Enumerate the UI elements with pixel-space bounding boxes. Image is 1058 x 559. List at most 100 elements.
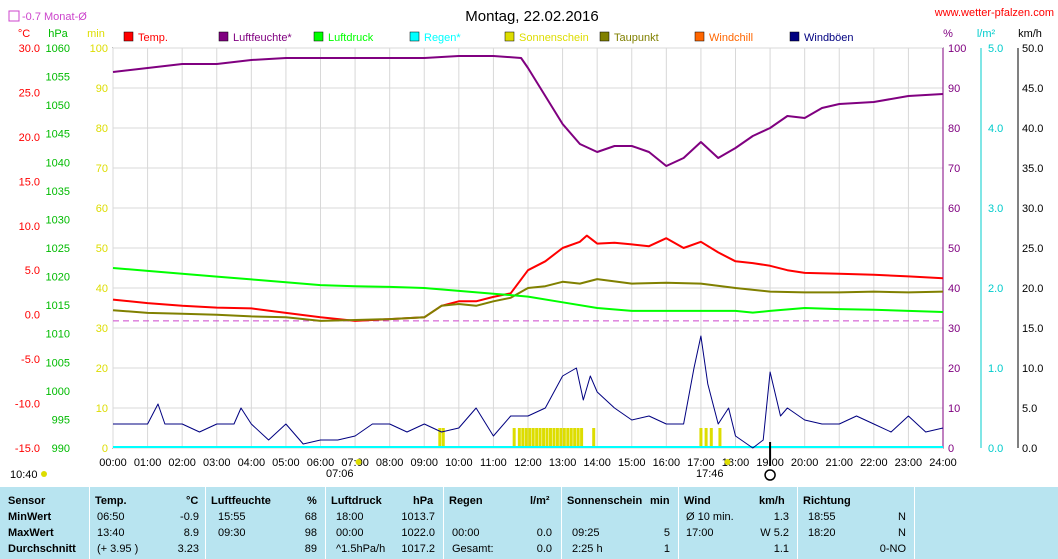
stats-cell: 17:00 <box>686 527 714 539</box>
sunshine-bar <box>576 428 580 448</box>
series-line <box>112 55 944 167</box>
axis-tick-label-pressure: 1030 <box>46 214 70 226</box>
axis-tick-label-sunshine: 90 <box>96 83 108 95</box>
x-tick-label: 11:00 <box>480 457 507 469</box>
axis-tick-label-pressure: 1005 <box>46 357 70 369</box>
axis-tick-label-rain: 4.0 <box>988 123 1003 135</box>
series-line <box>112 278 944 322</box>
axis-tick-label-wind: 10.0 <box>1022 363 1043 375</box>
x-tick-label: 24:00 <box>929 457 957 469</box>
legend-label: Sonnenschein <box>519 32 589 44</box>
axis-tick-label-pressure: 1055 <box>46 72 70 84</box>
stats-header-press-unit: hPa <box>413 495 434 507</box>
stats-cell: 3.23 <box>177 543 199 555</box>
series-line <box>112 234 944 322</box>
axis-tick-label-sunshine: 20 <box>96 363 108 375</box>
site-url: www.wetter-pfalzen.com <box>934 7 1054 19</box>
series-line <box>112 267 944 314</box>
stats-header-press: Luftdruck <box>331 495 382 507</box>
stats-cell: 18:00 <box>336 511 364 523</box>
stats-cell: N <box>898 511 906 523</box>
x-tick-label: 09:00 <box>410 457 438 469</box>
axis-tick-label-wind: 25.0 <box>1022 243 1043 255</box>
x-tick-label: 08:00 <box>376 457 404 469</box>
sunshine-bar <box>552 428 556 448</box>
legend-swatch <box>313 31 324 42</box>
legend-swatch <box>409 31 420 42</box>
legend-label: Windchill <box>709 32 753 44</box>
axis-tick-label-humidity: 60 <box>948 203 960 215</box>
stats-cell: 1.1 <box>773 543 789 555</box>
stats-cell: (+ 3.95 ) <box>97 543 139 555</box>
stats-header-rain: Regen <box>449 495 483 507</box>
stats-cell: 1017.2 <box>401 543 435 555</box>
now-marker-circle <box>764 469 776 481</box>
stats-cell: 0.0 <box>536 543 552 555</box>
x-tick-label: 15:00 <box>618 457 646 469</box>
axis-tick-label-wind: 40.0 <box>1022 123 1043 135</box>
axis-tick-label-humidity: 80 <box>948 123 960 135</box>
axis-tick-label-wind: 45.0 <box>1022 83 1043 95</box>
axis-tick-label-wind: 30.0 <box>1022 203 1043 215</box>
axis-unit-temp: °C <box>18 28 30 40</box>
stats-cell: 13:40 <box>97 527 125 539</box>
stats-cell: Ø 10 min. <box>686 511 734 523</box>
stats-cell: 0.0 <box>536 527 552 539</box>
axis-tick-label-pressure: 1015 <box>46 300 70 312</box>
axis-tick-label-rain: 2.0 <box>988 283 1003 295</box>
sunshine-bar <box>592 428 596 448</box>
axis-tick-label-temp: 30.0 <box>19 43 40 55</box>
axis-tick-label-pressure: 1010 <box>46 329 70 341</box>
axis-tick-label-humidity: 50 <box>948 243 960 255</box>
legend-label: Temp. <box>138 32 168 44</box>
legend-label: Regen* <box>424 32 461 44</box>
axis-tick-label-sunshine: 10 <box>96 403 108 415</box>
axis-tick-label-pressure: 995 <box>52 414 70 426</box>
axis-tick-label-rain: 0.0 <box>988 443 1003 455</box>
axis-unit-sunshine: min <box>87 28 105 40</box>
axis-tick-label-humidity: 10 <box>948 403 960 415</box>
axis-tick-label-pressure: 1020 <box>46 272 70 284</box>
stats-header-wind-unit: km/h <box>759 495 785 507</box>
legend-swatch <box>123 31 134 42</box>
stats-cell: 98 <box>304 527 317 539</box>
sunshine-bar <box>718 428 722 448</box>
sunshine-bar <box>441 428 445 448</box>
stats-header-sun-unit: min <box>650 495 670 507</box>
legend-label: Luftfeuchte* <box>233 32 292 44</box>
x-tick-label: 12:00 <box>514 457 542 469</box>
axis-tick-label-wind: 15.0 <box>1022 323 1043 335</box>
axis-tick-label-wind: 50.0 <box>1022 43 1043 55</box>
stats-cell: 06:50 <box>97 511 125 523</box>
sunshine-bar <box>566 428 570 448</box>
sunrise-label: 07:06 <box>326 468 354 480</box>
axis-tick-label-rain: 3.0 <box>988 203 1003 215</box>
monthavg-label: -0.7 Monat-Ø <box>22 11 87 23</box>
x-tick-label: 14:00 <box>583 457 611 469</box>
axis-tick-label-pressure: 1025 <box>46 243 70 255</box>
x-tick-label: 02:00 <box>168 457 196 469</box>
axis-tick-label-temp: 0.0 <box>25 310 40 322</box>
stats-cell: 1013.7 <box>401 511 435 523</box>
sunshine-bar <box>548 428 552 448</box>
stats-header-dir: Richtung <box>803 495 851 507</box>
stats-header-hum-unit: % <box>307 495 317 507</box>
legend-swatch <box>218 31 229 42</box>
stats-header-rain-unit: l/m² <box>530 495 550 507</box>
stats-row-label: Durchschnitt <box>8 543 76 555</box>
legend-label: Taupunkt <box>614 32 659 44</box>
axis-tick-label-pressure: 1050 <box>46 100 70 112</box>
x-tick-label: 04:00 <box>238 457 266 469</box>
stats-row-label: MaxWert <box>8 527 54 539</box>
sunshine-bar <box>531 428 535 448</box>
stats-cell: 00:00 <box>336 527 364 539</box>
axis-tick-label-sunshine: 40 <box>96 283 108 295</box>
axis-tick-label-wind: 35.0 <box>1022 163 1043 175</box>
sunshine-bar <box>517 428 521 448</box>
axis-tick-label-temp: 5.0 <box>25 265 40 277</box>
legend-swatch <box>504 31 515 42</box>
axis-tick-label-sunshine: 50 <box>96 243 108 255</box>
sunshine-bar <box>562 428 566 448</box>
axis-tick-label-temp: -10.0 <box>15 399 40 411</box>
axis-tick-label-sunshine: 70 <box>96 163 108 175</box>
